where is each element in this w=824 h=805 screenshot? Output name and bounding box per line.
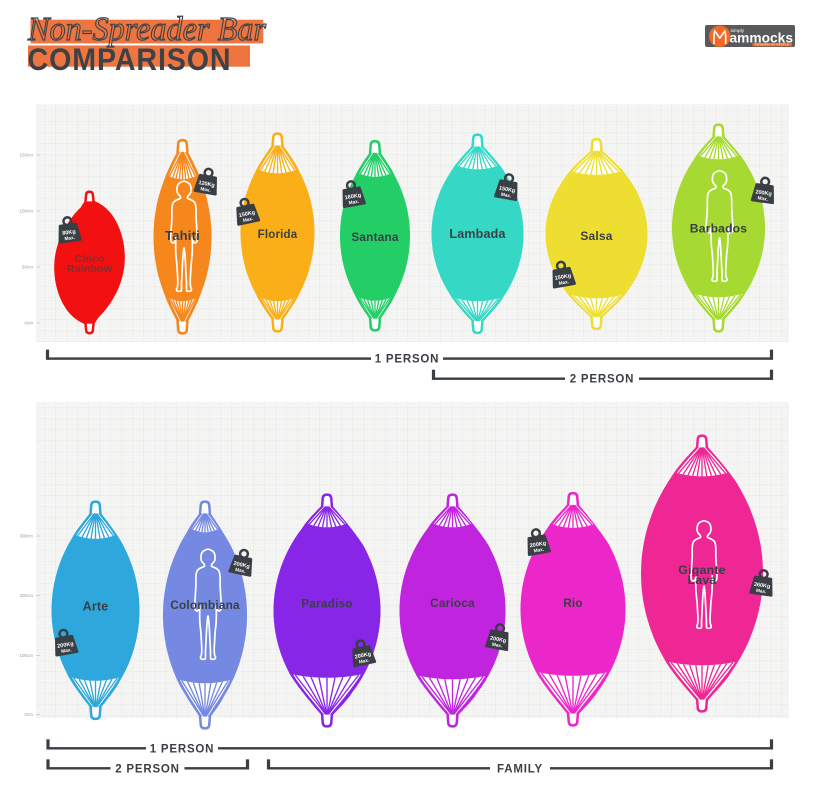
svg-text:150Kg: 150Kg <box>554 273 571 282</box>
svg-text:Max.: Max. <box>64 235 75 241</box>
svg-text:Max.: Max. <box>501 192 512 199</box>
svg-text:Arte: Arte <box>83 600 109 614</box>
svg-text:Gigante: Gigante <box>678 563 726 577</box>
svg-text:200Kg: 200Kg <box>529 541 546 550</box>
svg-text:1 PERSON: 1 PERSON <box>150 743 215 755</box>
svg-text:Max.: Max. <box>348 199 359 206</box>
svg-text:150Kg: 150Kg <box>238 210 255 219</box>
svg-text:Max.: Max. <box>558 279 569 286</box>
svg-text:Max.: Max. <box>242 216 253 223</box>
svg-text:200Kg: 200Kg <box>57 641 74 650</box>
svg-text:260Kg: 260Kg <box>753 582 770 590</box>
svg-text:Rainbow: Rainbow <box>67 263 113 275</box>
svg-text:Rio: Rio <box>563 596 583 610</box>
svg-text:Non-Spreader Bar: Non-Spreader Bar <box>27 11 267 48</box>
svg-text:COMPARISON: COMPARISON <box>28 41 232 77</box>
svg-text:160Kg: 160Kg <box>344 193 361 202</box>
svg-text:FAMILY: FAMILY <box>497 763 543 775</box>
svg-text:Max.: Max. <box>235 567 246 574</box>
svg-text:Paradiso: Paradiso <box>301 597 352 611</box>
svg-text:1 PERSON: 1 PERSON <box>375 354 440 366</box>
svg-text:2 PERSON: 2 PERSON <box>570 374 635 386</box>
svg-text:50cm: 50cm <box>22 265 33 270</box>
svg-text:2 PERSON: 2 PERSON <box>115 763 180 775</box>
svg-text:150cm: 150cm <box>19 153 33 158</box>
svg-text:simply: simply <box>731 28 745 34</box>
svg-text:100cm: 100cm <box>19 209 33 214</box>
svg-text:Lava: Lava <box>687 573 716 587</box>
svg-text:Florida: Florida <box>258 229 298 241</box>
svg-text:200Kg: 200Kg <box>755 189 772 197</box>
svg-text:Max.: Max. <box>533 547 544 554</box>
svg-text:0cm: 0cm <box>24 712 33 717</box>
svg-text:Lambada: Lambada <box>449 227 506 241</box>
svg-text:Barbados: Barbados <box>690 222 747 236</box>
svg-text:Tahiti: Tahiti <box>165 228 200 243</box>
svg-text:POWERED BY PEOPLE: POWERED BY PEOPLE <box>755 43 789 47</box>
svg-text:120Kg: 120Kg <box>198 180 215 189</box>
svg-text:Max.: Max. <box>61 647 72 654</box>
svg-text:ammocks: ammocks <box>730 31 794 46</box>
svg-text:200Kg: 200Kg <box>489 636 506 645</box>
svg-text:Colombiana: Colombiana <box>170 598 240 612</box>
svg-text:Max.: Max. <box>200 186 211 193</box>
svg-text:Salsa: Salsa <box>580 229 612 243</box>
svg-text:100cm: 100cm <box>19 653 33 658</box>
svg-text:200Kg: 200Kg <box>233 561 250 570</box>
svg-text:Max.: Max. <box>358 657 369 664</box>
svg-text:Max.: Max. <box>757 195 768 201</box>
svg-text:Max.: Max. <box>492 642 503 649</box>
svg-text:Santana: Santana <box>351 230 399 244</box>
svg-text:300cm: 300cm <box>19 534 33 539</box>
svg-text:0cm: 0cm <box>24 321 33 326</box>
svg-text:Carioca: Carioca <box>430 596 475 610</box>
svg-text:200Kg: 200Kg <box>354 651 371 660</box>
svg-text:200cm: 200cm <box>19 593 33 598</box>
svg-text:80Kg: 80Kg <box>62 229 76 237</box>
svg-text:Chico: Chico <box>74 253 104 265</box>
svg-text:150Kg: 150Kg <box>498 186 515 195</box>
svg-text:Max.: Max. <box>756 588 767 594</box>
